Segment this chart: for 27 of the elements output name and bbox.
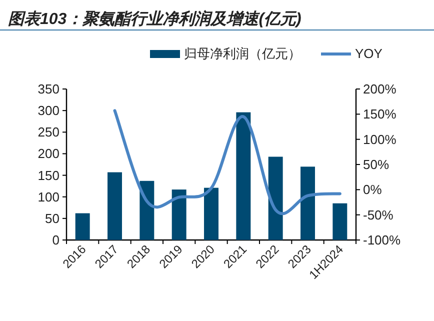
y-tick-label: 50 — [45, 210, 60, 226]
chart-title: 图表103：聚氨酯行业净利润及增速(亿元) — [8, 10, 302, 28]
bar — [204, 188, 218, 240]
y-tick-label: 300 — [38, 103, 60, 118]
y-tick-label: 200 — [38, 146, 60, 162]
bar — [108, 172, 122, 240]
bar — [140, 180, 154, 240]
y2-tick-label: 50% — [363, 157, 390, 172]
bar — [332, 203, 348, 240]
legend-label: 归母净利润（亿元） — [184, 46, 301, 61]
y-tick-label: 250 — [38, 124, 60, 140]
y2-tick-label: 100% — [363, 132, 397, 147]
y-tick-label: 350 — [38, 82, 60, 96]
bar — [268, 156, 283, 240]
y-tick-label: 100 — [38, 189, 60, 204]
y2-tick-label: 0% — [363, 182, 382, 198]
y2-tick-label: 200% — [363, 82, 397, 96]
bar — [300, 166, 315, 240]
bar — [75, 213, 90, 240]
bar — [172, 190, 186, 240]
legend-label: YOY — [355, 46, 383, 61]
y-tick-label: 0 — [52, 232, 60, 248]
bar — [236, 112, 251, 240]
y2-tick-label: -100% — [363, 232, 402, 248]
y2-tick-label: -50% — [363, 207, 394, 222]
y-tick-label: 150 — [38, 168, 60, 183]
y2-tick-label: 150% — [363, 106, 397, 122]
